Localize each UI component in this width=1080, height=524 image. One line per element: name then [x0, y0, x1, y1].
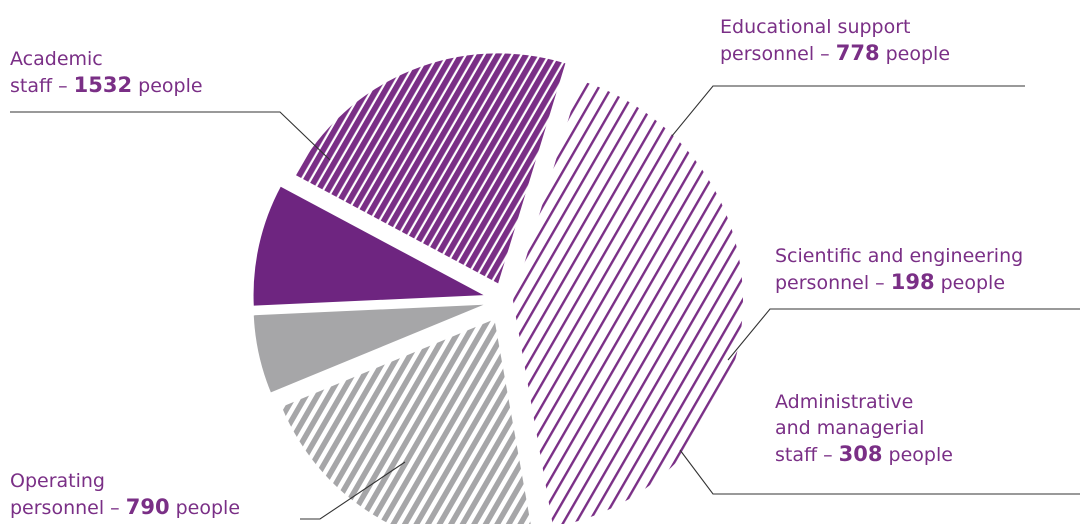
slice-label-text: personnel –: [775, 272, 891, 294]
leader-line-educational: [671, 85, 1025, 137]
slice-label-line: personnel – 790 people: [10, 494, 240, 521]
slice-label-text: personnel –: [720, 43, 836, 65]
slice-label-text: Scientific and engineering: [775, 245, 1024, 267]
slice-label-line: personnel – 198 people: [775, 269, 1023, 296]
slice-label-line: Administrative: [775, 389, 953, 415]
slice-label-text: staff –: [10, 75, 74, 97]
slice-label-text: Administrative: [775, 391, 914, 413]
slice-label-text: and managerial: [775, 417, 925, 439]
slice-label-text: staff –: [775, 444, 839, 466]
slice-value: 790: [125, 495, 170, 519]
slice-label-text: Operating: [10, 470, 105, 492]
pie-slice-operating: [295, 53, 566, 284]
slice-unit: people: [882, 444, 953, 466]
pie-slice-educational: [281, 319, 531, 524]
leader-line-administrative: [679, 449, 1080, 495]
slice-label-educational: Educational support personnel – 778 peopl…: [720, 14, 950, 67]
slice-unit: people: [132, 75, 203, 97]
pie-slice-academic: [512, 80, 743, 524]
slice-value: 1532: [73, 73, 133, 97]
pie-slice-administrative: [253, 186, 484, 306]
slice-label-administrative: Administrative and managerial staff – 308 …: [775, 389, 953, 468]
slice-label-text: personnel –: [10, 497, 126, 519]
slice-unit: people: [169, 497, 241, 519]
slice-label-line: Operating: [10, 468, 240, 494]
leader-line-academic: [10, 111, 331, 161]
slice-unit: people: [934, 272, 1006, 294]
slice-value: 198: [890, 270, 935, 294]
slice-label-line: Scientific and engineering: [775, 243, 1023, 269]
slice-label-line: staff – 308 people: [775, 441, 953, 468]
slice-label-scientific: Scientific and engineering personnel – 19…: [775, 243, 1023, 296]
slice-unit: people: [879, 43, 951, 65]
slice-label-line: personnel – 778 people: [720, 40, 950, 67]
slice-label-operating: Operating personnel – 790 people: [10, 468, 240, 521]
slice-value: 778: [835, 41, 880, 65]
slice-value: 308: [838, 442, 883, 466]
slice-label-academic: Academic staff – 1532 people: [10, 46, 203, 99]
leader-line-operating: [300, 461, 406, 520]
leader-line-scientific: [727, 308, 1080, 361]
slice-label-line: staff – 1532 people: [10, 72, 203, 99]
slice-label-line: and managerial: [775, 415, 953, 441]
pie-slice-scientific: [253, 304, 484, 393]
slice-label-line: Educational support: [720, 14, 950, 40]
slice-label-text: Academic: [10, 48, 103, 70]
slice-label-line: Academic: [10, 46, 203, 72]
slice-label-text: Educational support: [720, 16, 911, 38]
